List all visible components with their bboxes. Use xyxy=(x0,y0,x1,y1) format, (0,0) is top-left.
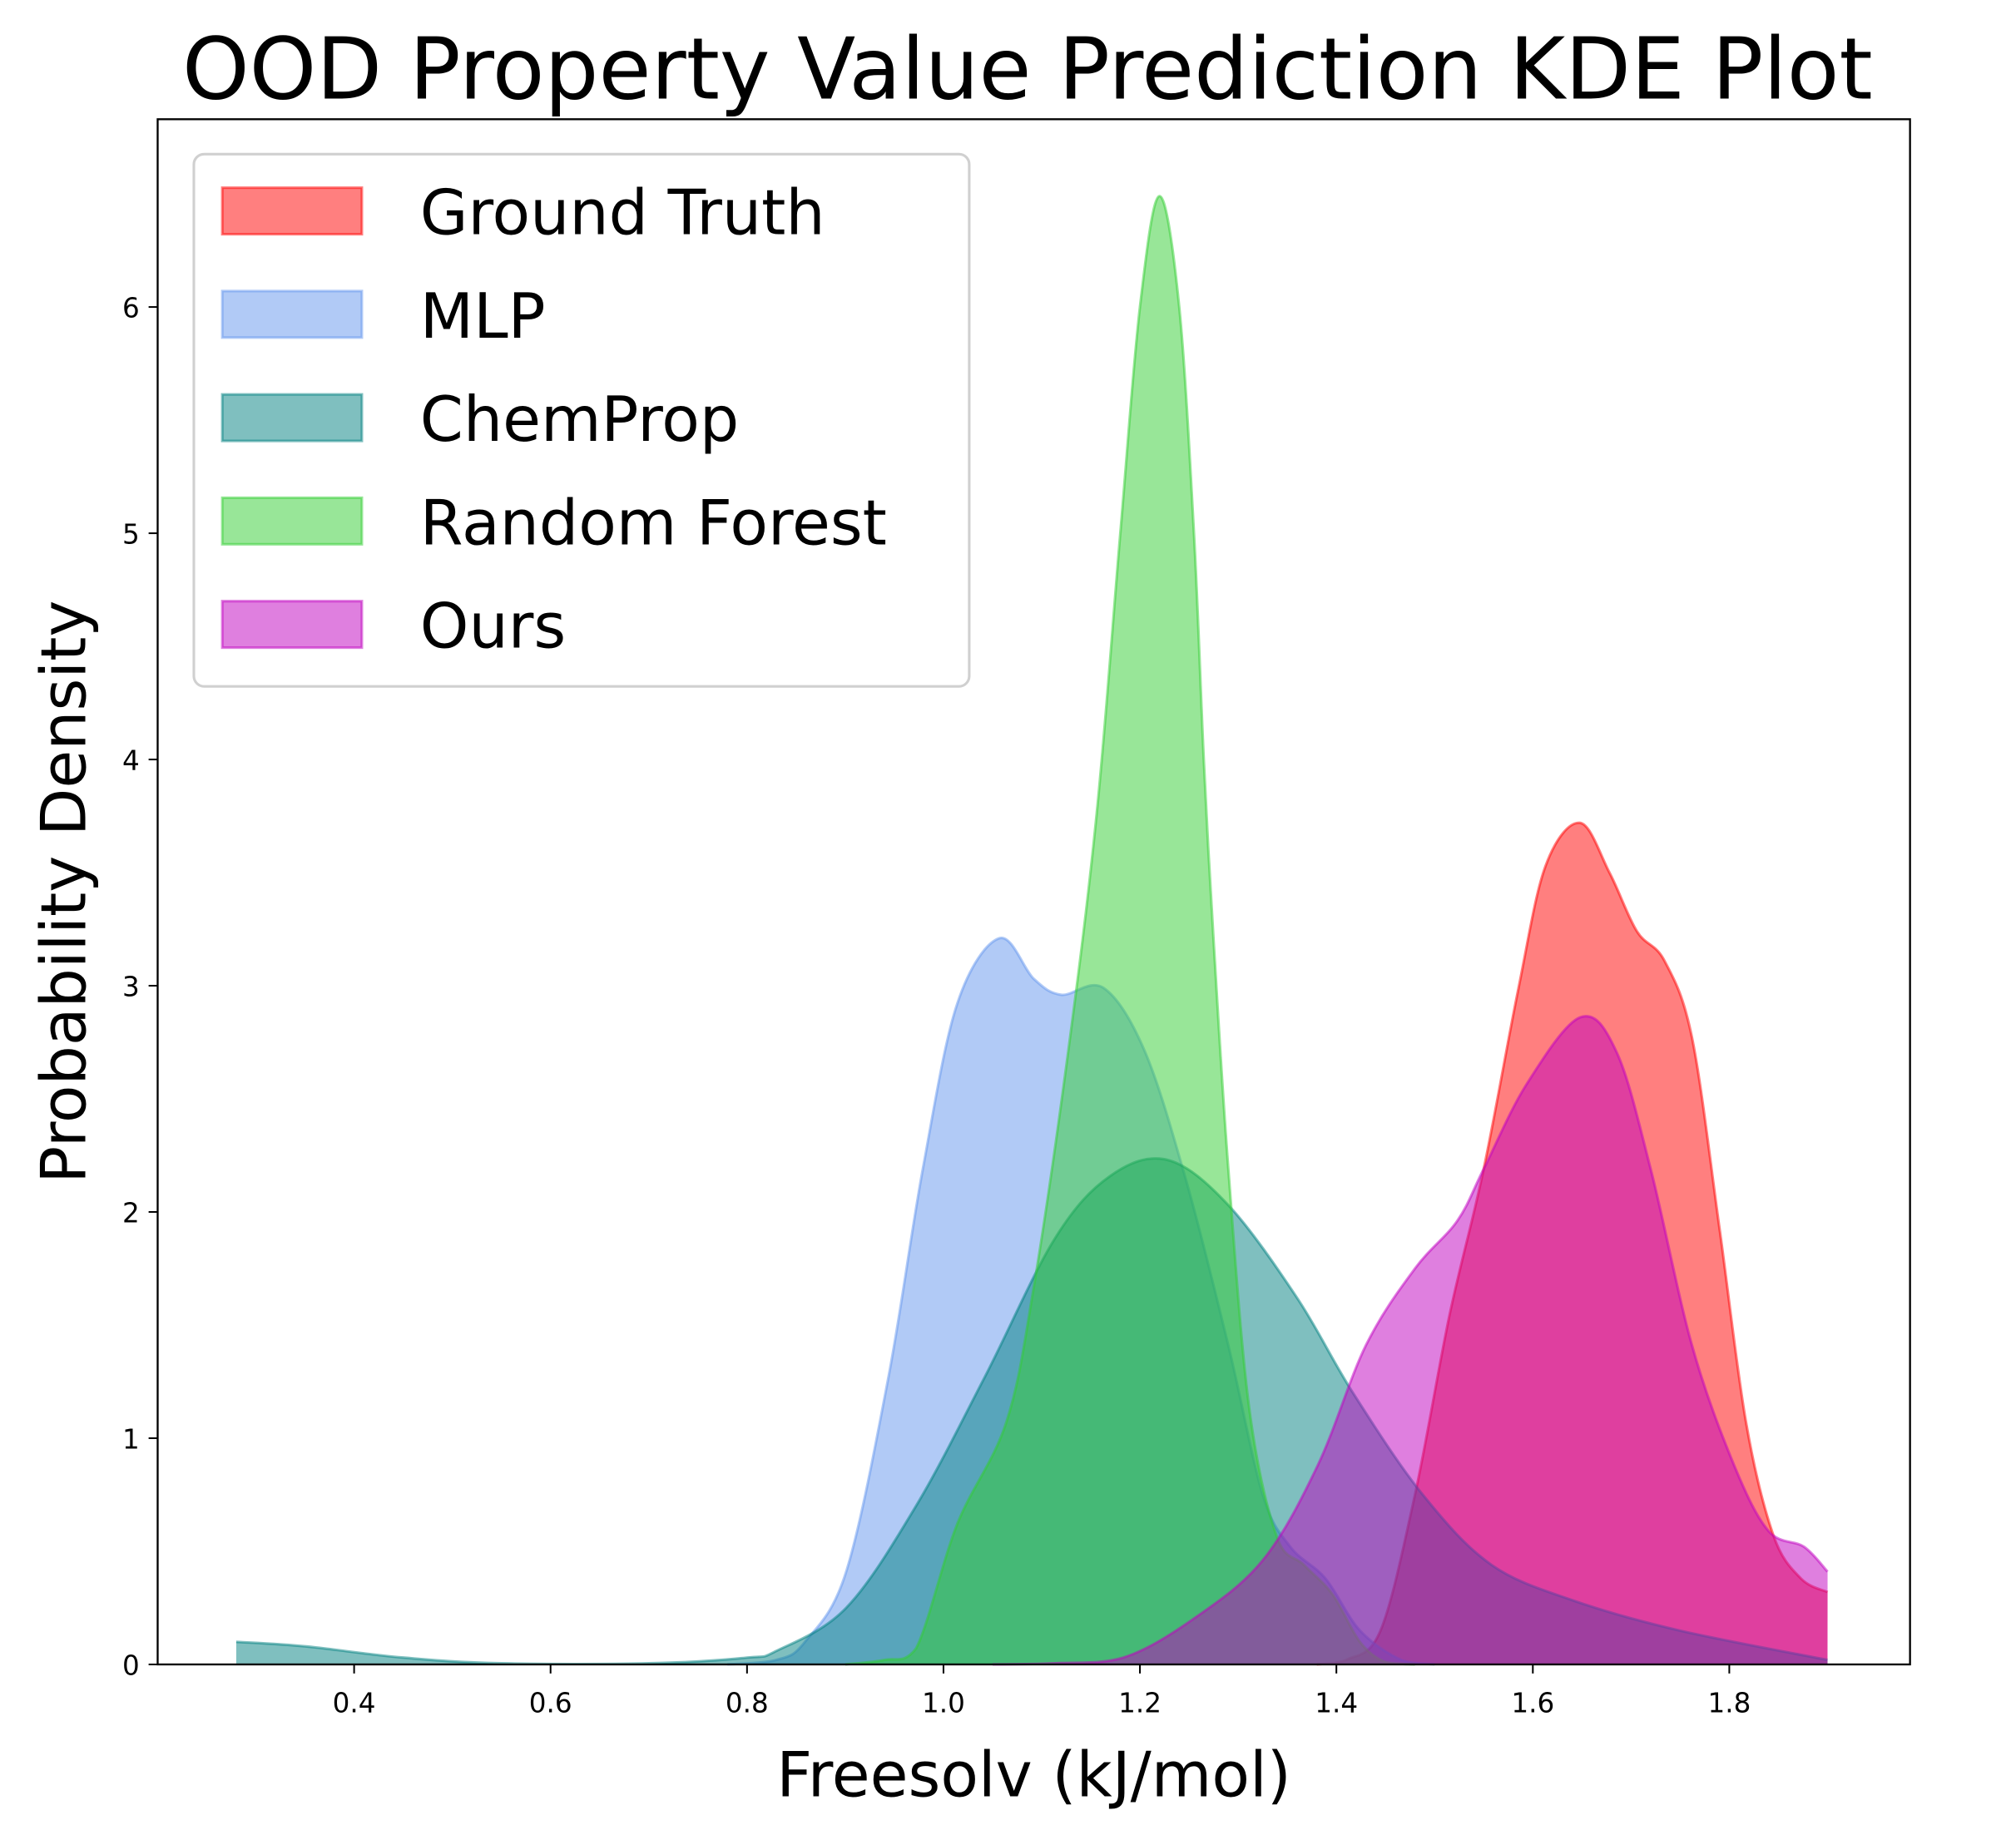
x-tick-label: 1.6 xyxy=(1511,1687,1554,1719)
y-tick-label: 5 xyxy=(122,518,140,550)
legend-label-ours: Ours xyxy=(420,591,566,663)
legend-swatch-ground-truth xyxy=(220,186,364,236)
chart-title: OOD Property Value Prediction KDE Plot xyxy=(182,20,1873,119)
legend-label-chemprop: ChemProp xyxy=(420,383,739,456)
x-tick-label: 1.8 xyxy=(1707,1687,1751,1719)
x-tick-label: 0.6 xyxy=(529,1687,572,1719)
legend-swatch-random-forest xyxy=(220,496,364,546)
kde-area-ours xyxy=(992,1016,1828,1664)
legend-label-ground-truth: Ground Truth xyxy=(420,177,825,250)
x-tick-label: 0.4 xyxy=(333,1687,376,1719)
legend-label-random-forest: Random Forest xyxy=(420,487,887,559)
y-tick-label: 2 xyxy=(122,1197,140,1229)
kde-line-ours xyxy=(992,1015,1829,1666)
y-axis: 0 1 2 3 4 5 6 xyxy=(122,293,158,1681)
x-tick-label: 1.4 xyxy=(1315,1687,1358,1719)
axes-frame xyxy=(156,118,1911,1666)
x-tick-label: 1.2 xyxy=(1118,1687,1162,1719)
kde-line-random-forest xyxy=(845,195,1415,1666)
x-axis-label: Freesolv (kJ/mol) xyxy=(776,1738,1291,1811)
legend-label-mlp: MLP xyxy=(420,280,546,353)
y-tick-label: 6 xyxy=(122,293,140,324)
legend-swatch-mlp xyxy=(220,289,364,339)
legend-swatch-chemprop xyxy=(220,393,364,443)
x-tick-label: 0.8 xyxy=(726,1687,769,1719)
y-tick-label: 1 xyxy=(122,1423,140,1455)
y-tick-label: 3 xyxy=(122,971,140,1002)
legend-frame xyxy=(192,152,971,688)
x-axis: 0.4 0.6 0.8 1.0 1.2 1.4 1.6 1.8 xyxy=(333,1664,1751,1719)
y-axis-label: Probability Density xyxy=(28,601,101,1184)
legend-swatch-ours xyxy=(220,600,364,650)
y-tick-label: 0 xyxy=(122,1649,140,1681)
x-tick-label: 1.0 xyxy=(922,1687,965,1719)
kde-area-random-forest xyxy=(845,195,1415,1664)
legend: Ground Truth MLP ChemProp Random Forest Ours xyxy=(192,152,971,688)
y-tick-label: 4 xyxy=(122,744,140,776)
series-layer xyxy=(235,195,1829,1666)
